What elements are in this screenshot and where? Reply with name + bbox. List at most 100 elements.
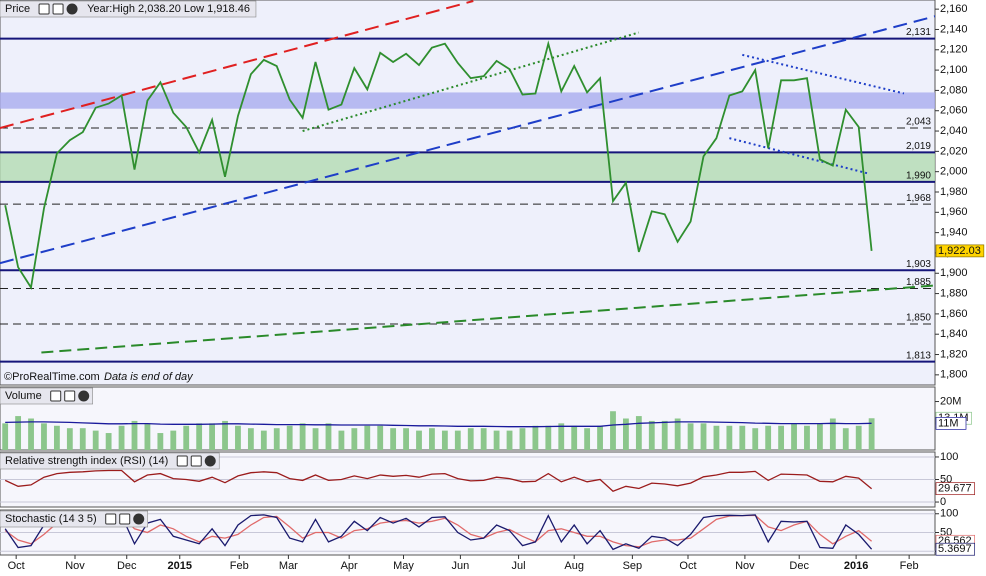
panel-title-box — [0, 452, 220, 470]
series-line — [4, 469, 873, 492]
y-tick-label: 100 — [940, 508, 958, 520]
x-tick-label: Aug — [564, 560, 584, 572]
bar — [157, 433, 164, 450]
bar — [183, 425, 190, 450]
x-tick-label: Dec — [789, 560, 809, 572]
x-tick-label: Apr — [341, 560, 358, 572]
y-tick-label: 1,940 — [940, 227, 968, 239]
bar — [403, 428, 409, 450]
bar — [700, 423, 707, 450]
bar — [325, 423, 332, 450]
panel-subtitle: Year:High 2,038.20 Low 1,918.46 — [87, 3, 250, 15]
series-line — [4, 514, 873, 548]
bar — [519, 428, 526, 450]
y-tick-label: 1,840 — [940, 328, 968, 340]
bar — [868, 418, 875, 450]
y-tick-label: 1,900 — [940, 267, 968, 279]
bar — [842, 428, 849, 450]
y-tick-label: 1,960 — [940, 206, 968, 218]
x-tick-label: Jul — [512, 560, 526, 572]
bar — [752, 428, 759, 450]
level-label: 1,885 — [906, 277, 931, 288]
panel-icon[interactable] — [190, 455, 202, 467]
bar — [467, 428, 474, 450]
level-label: 1,990 — [906, 170, 931, 181]
panel-icon[interactable] — [204, 455, 216, 467]
panel-icon[interactable] — [133, 513, 145, 525]
bar — [597, 425, 603, 450]
y-tick-label: 2,080 — [940, 84, 968, 96]
bar — [674, 418, 681, 450]
bar — [390, 428, 397, 450]
panel-icon[interactable] — [38, 3, 50, 15]
level-label: 1,813 — [906, 350, 931, 361]
bar — [312, 428, 319, 450]
bar — [610, 411, 616, 450]
bar — [286, 425, 293, 450]
trend-line — [0, 15, 935, 265]
bar — [209, 423, 215, 450]
trend-line — [41, 284, 935, 354]
x-tick-label: Mar — [279, 560, 298, 572]
plot-area — [2, 411, 875, 450]
bar — [92, 430, 99, 450]
end-label-box — [935, 482, 976, 496]
y-tick-label: 1,800 — [940, 369, 968, 381]
series-line — [4, 40, 873, 290]
level-label: 1,968 — [906, 193, 931, 204]
level-label: 2,043 — [906, 117, 931, 128]
panel-icon[interactable] — [176, 455, 188, 467]
bar — [778, 425, 785, 450]
y-tick-label: 100 — [940, 451, 958, 463]
series-line — [5, 421, 872, 428]
bar — [804, 425, 810, 450]
bar — [493, 430, 500, 450]
end-label-box — [935, 244, 985, 258]
zone — [0, 152, 935, 182]
panel-icon[interactable] — [78, 390, 90, 402]
bar — [260, 430, 267, 450]
bar — [558, 423, 565, 450]
level-label: 1,903 — [906, 259, 931, 270]
bar — [416, 430, 422, 450]
panel-icon[interactable] — [64, 390, 76, 402]
bar — [584, 428, 591, 450]
bar — [53, 425, 60, 450]
bar — [196, 423, 203, 450]
panel-icon[interactable] — [52, 3, 64, 15]
bar — [131, 420, 138, 450]
level-label: 2,019 — [906, 141, 931, 152]
bar — [571, 425, 578, 450]
plot-area — [0, 0, 935, 363]
trend-line — [729, 137, 870, 175]
bar — [79, 428, 86, 450]
y-tick-label: 1,860 — [940, 308, 968, 320]
y-tick-label: 2,000 — [940, 166, 968, 178]
x-tick-label: Oct — [679, 560, 696, 572]
x-tick-label: Dec — [117, 560, 137, 572]
bar — [506, 430, 513, 450]
panel-icon[interactable] — [105, 513, 117, 525]
panel-icon[interactable] — [119, 513, 131, 525]
bar — [351, 428, 358, 450]
bar — [661, 420, 668, 450]
panel-icon[interactable] — [50, 390, 62, 402]
trend-line — [302, 31, 640, 133]
bar — [545, 425, 552, 450]
annotation: Data is end of day — [104, 371, 194, 383]
x-tick-label: May — [393, 560, 414, 572]
bar — [105, 433, 112, 450]
panel-icon[interactable] — [66, 3, 78, 15]
plot-area — [0, 456, 935, 503]
bar — [855, 425, 862, 450]
panel-title: Volume — [5, 390, 42, 402]
panel-title-box — [0, 0, 257, 18]
series-line — [4, 514, 873, 551]
end-label: 1,922.03 — [938, 245, 981, 257]
bar — [791, 423, 797, 450]
end-label: 5.3697 — [938, 543, 972, 555]
zone — [0, 92, 935, 109]
bar — [2, 423, 9, 450]
bar — [687, 423, 694, 450]
